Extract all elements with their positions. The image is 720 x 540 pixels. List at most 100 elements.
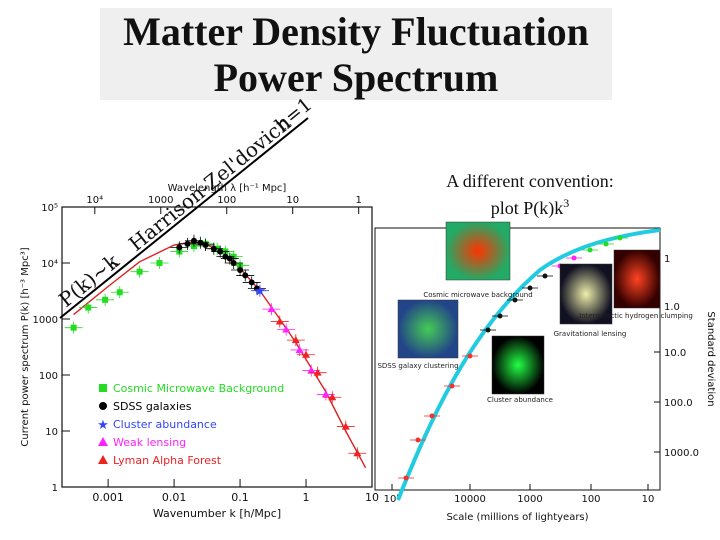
- chart2-y-tick-label: 1.0: [664, 302, 680, 313]
- spectral-slope-line: [59, 117, 309, 319]
- chart1-x-tick-label: 0.001: [92, 491, 124, 504]
- chart1-point-cmb: [156, 260, 163, 266]
- chart1-point-triangle: [353, 449, 362, 457]
- chart2-y-axis-label: Standard deviation: [705, 311, 716, 406]
- chart1-point-cmb: [70, 324, 77, 331]
- chart1-point-sdss: [176, 244, 183, 251]
- chart2-legend-label: Cluster abundance: [487, 396, 553, 404]
- chart2-point: [542, 273, 548, 279]
- chart1-legend-swatch: [99, 402, 107, 410]
- chart2-point: [403, 475, 409, 481]
- thumb-lyman-web: [613, 249, 661, 309]
- chart2-x-axis-label: Scale (millions of lightyears): [446, 512, 588, 523]
- thumb-cluster-heatmap: [445, 221, 511, 281]
- thumb-lensing-cluster: [559, 263, 613, 325]
- chart1-point-triangle: [291, 336, 300, 344]
- chart1-legend-label: Cluster abundance: [113, 418, 217, 431]
- chart2-x-tick-label: 10⁵: [384, 494, 401, 505]
- chart2-point: [571, 255, 577, 261]
- chart1-top-tick-label: 10: [286, 195, 299, 206]
- chart1-point-sdss: [248, 279, 255, 286]
- convention-line-1: A different convention:: [446, 171, 614, 191]
- chart1-legend-swatch: [99, 384, 107, 392]
- chart1-point-sdss: [210, 245, 217, 252]
- chart1-point-sdss: [184, 240, 191, 247]
- chart1-legend-label: Cosmic Microwave Background: [113, 382, 284, 395]
- chart1-point-sdss: [217, 248, 224, 255]
- chart1-y-tick-label: 1000: [33, 315, 58, 326]
- chart1-legend-label: Lyman Alpha Forest: [113, 454, 222, 467]
- chart1-point-sdss: [197, 239, 204, 246]
- chart1-x-tick-label: 1: [303, 491, 310, 504]
- chart2-legend-label: Cosmic microwave background: [423, 291, 532, 299]
- chart2-point: [587, 247, 593, 253]
- chart1-y-tick-label: 10: [45, 427, 58, 438]
- chart1-y-tick-label: 10⁴: [41, 259, 58, 270]
- chart1-y-tick-label: 1: [52, 483, 58, 494]
- chart1-point-cmb: [136, 268, 143, 275]
- chart2-point: [485, 327, 491, 333]
- chart1-point-sdss: [202, 241, 209, 248]
- chart1-point-triangle: [313, 368, 322, 376]
- chart2-y-tick-label: 10.0: [664, 348, 686, 359]
- chart1-point-triangle: [295, 345, 304, 353]
- chart2-x-tick-label: 1000: [517, 494, 542, 505]
- chart1-point-cluster: ★: [254, 284, 267, 300]
- chart1-y-tick-label: 100: [39, 371, 58, 382]
- chart2-point: [603, 241, 609, 247]
- convention-note: A different convention: plot P(k)k3: [380, 170, 680, 219]
- chart1-point-triangle: [328, 393, 337, 401]
- thumb-sdss-slice: [491, 335, 545, 395]
- chart1-legend-label: Weak lensing: [113, 436, 186, 449]
- chart2-legend-label: Intergalactic hydrogen clumping: [579, 312, 693, 320]
- chart1-point-sdss: [237, 266, 244, 273]
- chart1-x-axis-label: Wavenumber k [h/Mpc]: [153, 507, 281, 520]
- chart2-point: [497, 313, 503, 319]
- chart1-point-triangle: [341, 422, 350, 430]
- chart1-point-triangle: [307, 366, 316, 374]
- chart1-point-cmb: [116, 289, 123, 296]
- chart2-y-tick-label: 1000.0: [664, 448, 699, 459]
- chart1-point-triangle: [302, 350, 311, 358]
- chart2-point: [467, 353, 473, 359]
- chart2-point: [415, 437, 421, 443]
- convention-sup: 3: [563, 196, 570, 210]
- chart1-y-axis-label: Current power spectrum P(k) [h⁻³ Mpc³]: [20, 247, 31, 446]
- chart1-point-sdss: [253, 285, 260, 292]
- thumb-cmb-sphere: [397, 299, 459, 359]
- chart1-legend-swatch: ★: [97, 418, 109, 433]
- convention-line-2-text: plot P(k)k: [490, 198, 564, 218]
- chart1-point-cmb: [102, 296, 109, 303]
- chart1-x-tick-label: 10: [365, 491, 379, 504]
- slide-title-line-2: Power Spectrum: [213, 55, 499, 100]
- chart2-point: [429, 413, 435, 419]
- chart2-point: [617, 235, 623, 241]
- chart1-point-cmb: [85, 304, 92, 311]
- chart1-top-tick-label: 10⁴: [86, 195, 103, 206]
- slide-title-line-1: Matter Density Fluctuation: [123, 9, 589, 54]
- chart1-point-triangle: [321, 390, 330, 398]
- chart1-x-tick-label: 0.1: [231, 491, 249, 504]
- chart2-x-tick-label: 100: [581, 494, 600, 505]
- chart1-top-tick-label: 100: [217, 195, 236, 206]
- chart1-y-tick-label: 10⁵: [41, 203, 58, 214]
- chart1-point-sdss: [230, 260, 237, 266]
- chart1-top-axis-label: Wavelength λ [h⁻¹ Mpc]: [168, 183, 287, 194]
- chart2-x-tick-label: 10: [642, 494, 655, 505]
- chart1-top-tick-label: 1000: [148, 195, 173, 206]
- chart2-legend-label: Gravitational lensing: [554, 330, 627, 338]
- chart1-point-sdss: [190, 237, 197, 244]
- chart2-point: [512, 297, 518, 303]
- title-background: [100, 8, 612, 100]
- chart2-point: [449, 383, 455, 389]
- chart1-point-sdss: [242, 272, 249, 279]
- chart1-legend-swatch: [98, 455, 108, 464]
- chart2-x-tick-label: 10000: [454, 494, 486, 505]
- chart1-legend-swatch: [98, 437, 108, 446]
- chart1-x-tick-label: 0.01: [162, 491, 187, 504]
- chart2-y-tick-label: 1: [664, 254, 670, 265]
- chart1-legend-label: SDSS galaxies: [113, 400, 192, 413]
- chart1-point-sdss: [226, 255, 233, 262]
- chart1-point-triangle: [267, 305, 276, 313]
